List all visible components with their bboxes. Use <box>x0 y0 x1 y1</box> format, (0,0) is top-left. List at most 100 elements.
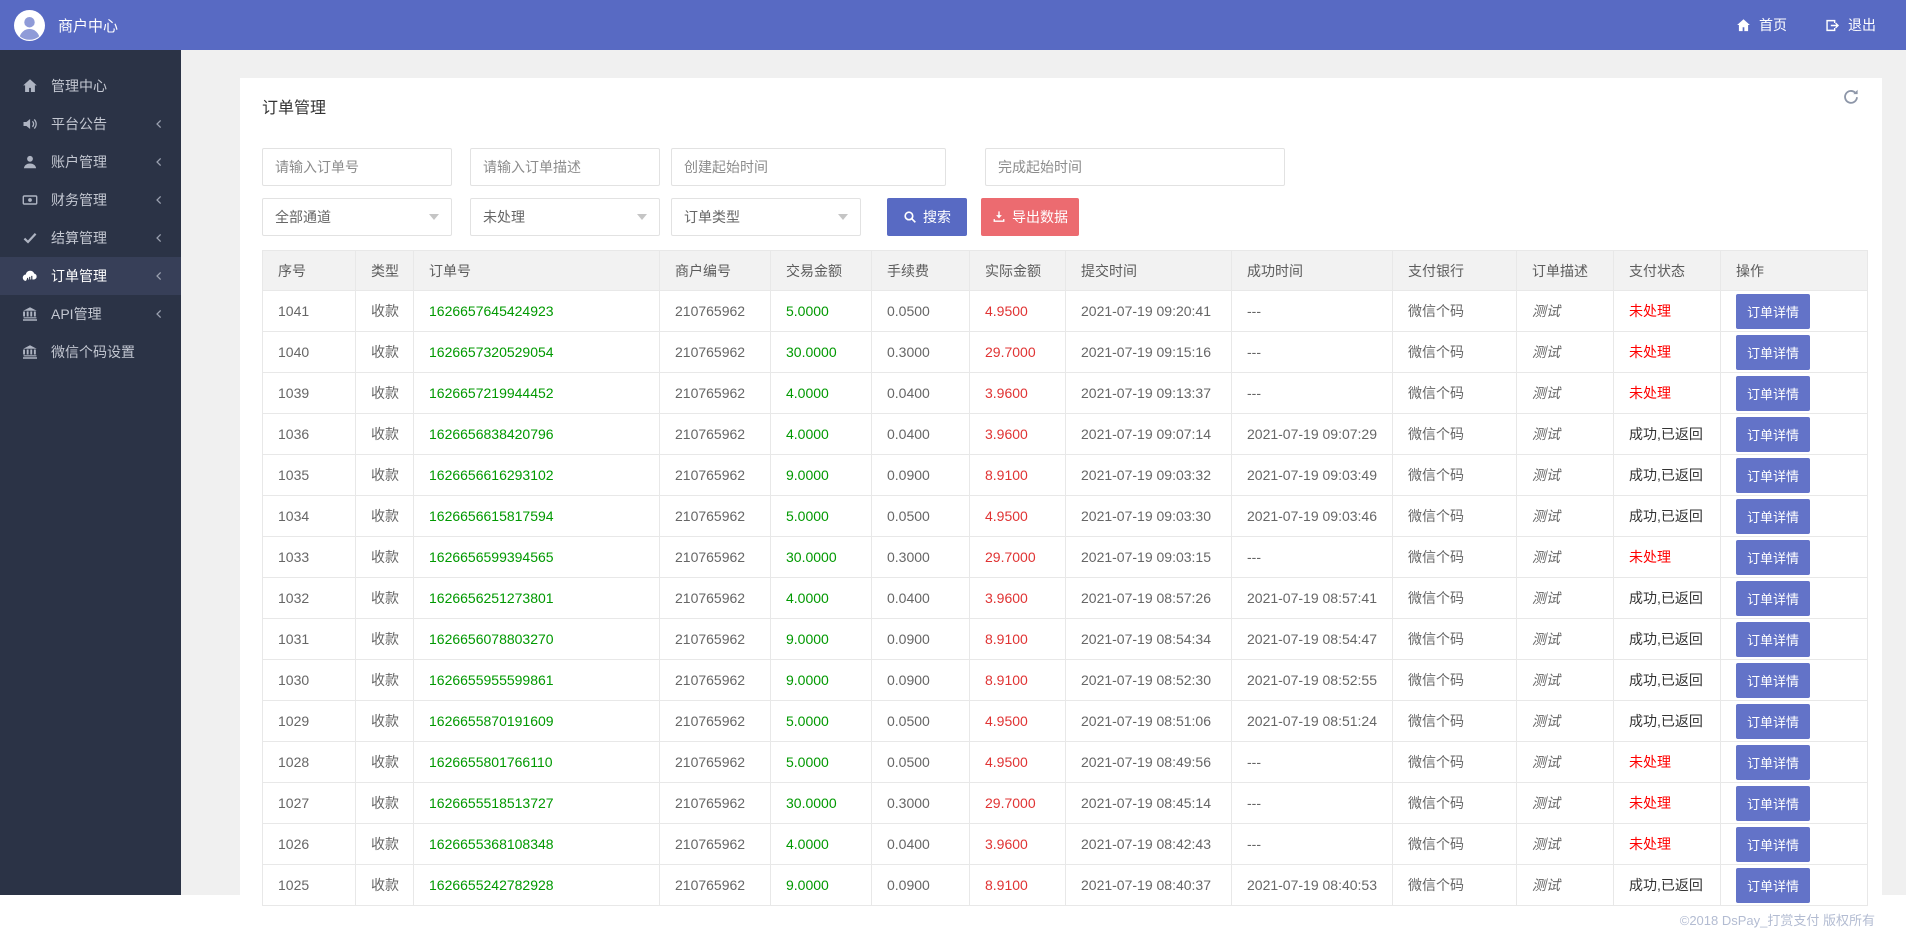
order-detail-button[interactable]: 订单详情 <box>1736 785 1811 821</box>
chevron-down-icon <box>429 214 439 220</box>
cell-pay-bank: 微信个码 <box>1392 454 1517 496</box>
order-detail-button[interactable]: 订单详情 <box>1736 867 1811 903</box>
status-select[interactable]: 未处理 <box>470 198 660 236</box>
cell-order-no[interactable]: 1626657320529054 <box>413 331 660 373</box>
channel-select[interactable]: 全部通道 <box>262 198 452 236</box>
search-button[interactable]: 搜索 <box>887 198 967 236</box>
cell-order-no[interactable]: 1626656615817594 <box>413 495 660 537</box>
cell-success-time: --- <box>1231 782 1393 824</box>
sidebar-item-1[interactable]: 管理中心 <box>0 67 181 105</box>
cell-order-no[interactable]: 1626657645424923 <box>413 290 660 332</box>
cell-submit-time: 2021-07-19 09:20:41 <box>1065 290 1232 332</box>
cell-order-no[interactable]: 1626655870191609 <box>413 700 660 742</box>
sidebar-item-label: 订单管理 <box>51 268 107 284</box>
orders-table: 序号 类型 订单号 商户编号 交易金额 手续费 实际金额 提交时间 成功时间 支付银行 订单描述 支付… <box>262 250 1868 906</box>
order-detail-button[interactable]: 订单详情 <box>1736 375 1811 411</box>
order-no-input[interactable] <box>262 148 452 186</box>
order-detail-button[interactable]: 订单详情 <box>1736 703 1811 739</box>
cell-order-no[interactable]: 1626656078803270 <box>413 618 660 660</box>
nav-home[interactable]: 首页 <box>1736 15 1787 35</box>
column-header: 类型 <box>355 250 414 291</box>
brand-title: 商户中心 <box>58 17 119 35</box>
nav-logout[interactable]: 退出 <box>1825 15 1876 35</box>
cell-pay-bank: 微信个码 <box>1392 495 1517 537</box>
sidebar-item-7[interactable]: API管理 <box>0 295 181 333</box>
cell-order-no[interactable]: 1626656616293102 <box>413 454 660 496</box>
cell-pay-status: 成功,已返回 <box>1613 659 1721 701</box>
cell-merchant-no: 210765962 <box>659 536 771 578</box>
cell-order-no[interactable]: 1626656838420796 <box>413 413 660 455</box>
order-detail-button[interactable]: 订单详情 <box>1736 293 1811 329</box>
main-area: 订单管理 全部通道 未处理 订单类型 搜索 <box>181 50 1906 906</box>
table-row: 1033 收款 1626656599394565 210765962 30.0000 0.… <box>262 536 1868 578</box>
cell-order-no[interactable]: 1626655368108348 <box>413 823 660 865</box>
column-header: 实际金额 <box>969 250 1066 291</box>
bank-icon <box>22 306 38 322</box>
order-detail-button[interactable]: 订单详情 <box>1736 498 1811 534</box>
home-icon <box>22 78 38 94</box>
sidebar-item-2[interactable]: 平台公告 <box>0 105 181 143</box>
cell-order-desc: 测试 <box>1516 413 1614 455</box>
sidebar-item-5[interactable]: 结算管理 <box>0 219 181 257</box>
cell-submit-time: 2021-07-19 08:40:37 <box>1065 864 1232 906</box>
cell-order-no[interactable]: 1626656599394565 <box>413 536 660 578</box>
cell-success-time: 2021-07-19 08:51:24 <box>1231 700 1393 742</box>
cell-order-no[interactable]: 1626656251273801 <box>413 577 660 619</box>
order-detail-button[interactable]: 订单详情 <box>1736 539 1811 575</box>
sidebar-item-label: 管理中心 <box>51 78 107 94</box>
sidebar-item-label: 结算管理 <box>51 230 107 246</box>
cell-pay-status: 未处理 <box>1613 372 1721 414</box>
cell-order-no[interactable]: 1626655801766110 <box>413 741 660 783</box>
cell-merchant-no: 210765962 <box>659 577 771 619</box>
cell-actual-amount: 29.7000 <box>969 331 1066 373</box>
cell-actual-amount: 3.9600 <box>969 413 1066 455</box>
cell-pay-status: 成功,已返回 <box>1613 864 1721 906</box>
order-detail-button[interactable]: 订单详情 <box>1736 334 1811 370</box>
cell-order-no[interactable]: 1626657219944452 <box>413 372 660 414</box>
cell-pay-status: 未处理 <box>1613 536 1721 578</box>
finish-start-time-input[interactable] <box>985 148 1285 186</box>
create-start-time-input[interactable] <box>671 148 946 186</box>
order-detail-button[interactable]: 订单详情 <box>1736 662 1811 698</box>
column-header: 操作 <box>1720 250 1868 291</box>
order-detail-button[interactable]: 订单详情 <box>1736 457 1811 493</box>
cell-merchant-no: 210765962 <box>659 495 771 537</box>
cell-success-time: --- <box>1231 372 1393 414</box>
cell-success-time: 2021-07-19 09:03:46 <box>1231 495 1393 537</box>
order-detail-button[interactable]: 订单详情 <box>1736 826 1811 862</box>
cell-fee: 0.0900 <box>871 864 970 906</box>
cell-pay-bank: 微信个码 <box>1392 618 1517 660</box>
cell-order-no[interactable]: 1626655242782928 <box>413 864 660 906</box>
order-detail-button[interactable]: 订单详情 <box>1736 416 1811 452</box>
cell-order-no[interactable]: 1626655518513727 <box>413 782 660 824</box>
cell-type: 收款 <box>355 618 414 660</box>
sidebar-item-3[interactable]: 账户管理 <box>0 143 181 181</box>
cell-submit-time: 2021-07-19 08:45:14 <box>1065 782 1232 824</box>
cell-success-time: 2021-07-19 08:57:41 <box>1231 577 1393 619</box>
cell-seq: 1041 <box>262 290 356 332</box>
order-desc-input[interactable] <box>470 148 660 186</box>
sidebar-item-8[interactable]: 微信个码设置 <box>0 333 181 371</box>
cell-order-desc: 测试 <box>1516 782 1614 824</box>
cell-actual-amount: 4.9500 <box>969 741 1066 783</box>
sidebar-item-4[interactable]: 财务管理 <box>0 181 181 219</box>
order-detail-button[interactable]: 订单详情 <box>1736 580 1811 616</box>
sidebar-item-6[interactable]: 订单管理 <box>0 257 181 295</box>
cell-action: 订单详情 <box>1720 372 1868 414</box>
cell-fee: 0.0400 <box>871 372 970 414</box>
status-select-value: 未处理 <box>483 209 525 225</box>
cell-order-no[interactable]: 1626655955599861 <box>413 659 660 701</box>
order-type-select[interactable]: 订单类型 <box>671 198 861 236</box>
table-row: 1041 收款 1626657645424923 210765962 5.0000 0.0… <box>262 290 1868 332</box>
avatar[interactable] <box>14 9 45 41</box>
refresh-icon[interactable] <box>1842 88 1860 106</box>
order-detail-button[interactable]: 订单详情 <box>1736 621 1811 657</box>
export-data-button[interactable]: 导出数据 <box>981 198 1079 236</box>
user-icon <box>22 154 38 170</box>
column-header: 交易金额 <box>770 250 872 291</box>
table-row: 1030 收款 1626655955599861 210765962 9.0000 0.0… <box>262 659 1868 701</box>
sidebar-menu: 管理中心平台公告 账户管理 财务管理结算管理订单管理 API管理 微信个码设置 <box>0 50 181 895</box>
column-header: 成功时间 <box>1231 250 1393 291</box>
order-detail-button[interactable]: 订单详情 <box>1736 744 1811 780</box>
cell-submit-time: 2021-07-19 09:03:30 <box>1065 495 1232 537</box>
